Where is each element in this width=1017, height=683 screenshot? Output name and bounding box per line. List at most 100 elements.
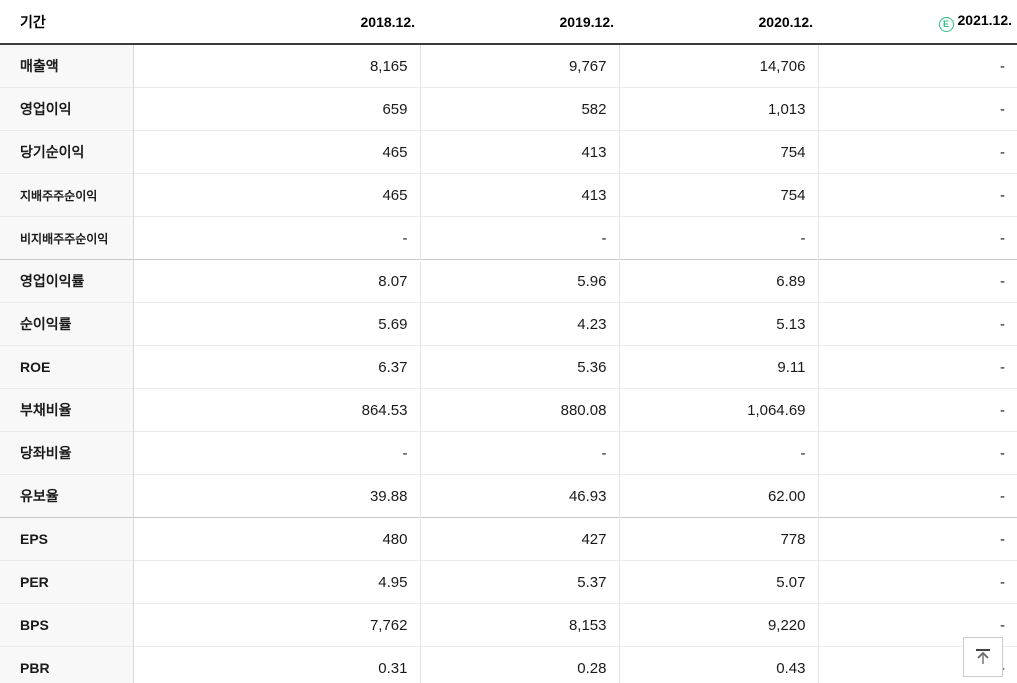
table-row: 지배주주순이익 465 413 754- [0,173,1017,217]
cell-value: 46.93 [419,474,619,518]
cell-value: 659 [133,87,420,131]
cell-value: - [817,216,1017,260]
cell-value: - [817,44,1017,88]
cell-value: 4.95 [133,560,420,604]
estimate-icon: E [938,16,954,32]
table-row: 순이익률 5.69 4.23 5.13- [0,302,1017,346]
cell-value: 465 [133,130,420,174]
cell-value: 427 [419,517,619,561]
table-row: 당좌비율 - - - - [0,431,1017,475]
cell-value: 9,220 [618,603,818,647]
table-row: 당기순이익 465 413 754- [0,130,1017,174]
cell-value: 582 [419,87,619,131]
table-row: EPS 480 427 778- [0,517,1017,561]
row-label: 영업이익 [0,87,134,131]
period-header: 기간 [0,0,133,45]
cell-value: 5.07 [618,560,818,604]
cell-value: 8,165 [369,57,408,75]
header-row: 기간 2018.12. 2019.12. 2020.12. E 2021.12. [0,0,1017,45]
cell-value: 4.23 [419,302,619,346]
row-label: BPS [0,603,134,647]
table-row: 유보율 39.88 46.93 62.00- [0,474,1017,518]
cell-value: 0.43 [618,646,818,683]
row-label: EPS [0,517,134,561]
row-label: 순이익률 [0,302,134,346]
table-row: BPS 7,762 8,153 9,220- [0,603,1017,647]
table-row: ROE 6.37 5.36 9.11- [0,345,1017,389]
cell-value: 8,153 [419,603,619,647]
cell-value: 880.08 [419,388,619,432]
cell-value: - [817,130,1017,174]
cell-value: 1,064.69 [618,388,818,432]
column-header-2021-label: 2021.12. [957,11,1013,28]
cell-value: - [133,431,420,475]
cell-value: - [817,302,1017,346]
cell-value: 39.88 [133,474,420,518]
cell-value: - [817,388,1017,432]
cell-value: - [618,431,818,475]
cell-value: 754 [618,173,818,217]
row-label: 영업이익률 [0,259,134,303]
column-header-2020: 2020.12. [619,0,818,45]
cell-value: 9.11 [618,345,818,389]
cell-value: 778 [618,517,818,561]
column-header-2018: 2018.12. [133,0,420,45]
table-row: PER 4.95 5.37 5.07- [0,560,1017,604]
cell-value: 465 [133,173,420,217]
cell-value: 864.53 [133,388,420,432]
cell-value: - [817,345,1017,389]
row-label: 당기순이익 [0,130,134,174]
cell-value: 5.69 [133,302,420,346]
cell-value: - [817,173,1017,217]
row-label: PBR [0,646,134,683]
cell-value: - [419,216,619,260]
cell-value: 413 [419,130,619,174]
row-label: 유보율 [0,474,134,518]
row-label: 부채비율 [0,388,134,432]
cell-value: 7,762 [133,603,420,647]
cell-value: 9,767 [419,44,619,88]
cell-value: - [817,474,1017,518]
cell-value: 62.00 [618,474,818,518]
cell-value: - [817,431,1017,475]
cell-value: 5.13 [618,302,818,346]
cell-value: - [419,431,619,475]
column-header-2019: 2019.12. [420,0,619,45]
cell-value: 754 [618,130,818,174]
scroll-to-top-button[interactable] [963,637,1003,677]
cell-value: 5.36 [419,345,619,389]
column-header-2021-estimate: E 2021.12. [818,0,1017,45]
row-label: 지배주주순이익 [0,173,134,217]
cell-value: 0.28 [419,646,619,683]
table-row: 영업이익 659 582 1,013- [0,87,1017,131]
row-label: 비지배주주순이익 [0,216,134,260]
cell-value: 8.07 [133,259,420,303]
table-row: 영업이익률 8.07 5.96 6.89- [0,259,1017,303]
row-label: ROE [0,345,134,389]
cell-value: 5.37 [419,560,619,604]
cell-value: 1,013 [618,87,818,131]
cell-value: 413 [419,173,619,217]
cell-value: - [618,216,818,260]
table-row: 매출액 8,165 9,767 14,706- [0,44,1017,88]
cell-value: 14,706 [618,44,818,88]
cell-value: - [817,259,1017,303]
cell-value: - [133,216,420,260]
table-row: 부채비율 864.53 880.08 1,064.69- [0,388,1017,432]
table-row: 비지배주주순이익 - - - - [0,216,1017,260]
cell-value: 0.31 [133,646,420,683]
table-header: 기간 2018.12. 2019.12. 2020.12. E 2021.12. [0,0,1017,45]
cell-value: 6.89 [618,259,818,303]
table-body: 매출액 8,165 9,767 14,706- 영업이익 659 582 1,013- 당기순이… [0,44,1017,683]
cell-value: 6.37 [133,345,420,389]
cell-value: 5.96 [419,259,619,303]
row-label: 당좌비율 [0,431,134,475]
cell-value: - [817,560,1017,604]
cell-value: - [817,517,1017,561]
row-label: PER [0,560,134,604]
scroll-to-top-icon [973,647,993,667]
row-label: 매출액 [0,44,134,88]
cell-value: - [817,87,1017,131]
